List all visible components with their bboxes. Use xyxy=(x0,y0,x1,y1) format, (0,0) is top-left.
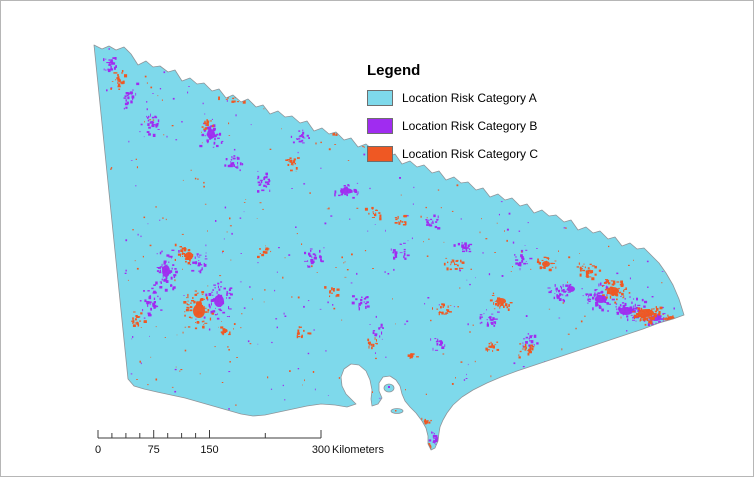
legend-title: Legend xyxy=(367,62,421,79)
legend-label-category-b: Location Risk Category B xyxy=(402,119,538,133)
phillip-island xyxy=(390,408,404,414)
scale-label-75: 75 xyxy=(148,444,160,456)
scale-label-0: 0 xyxy=(95,444,101,456)
scale-bar: 0 75 150 300 Kilometers xyxy=(95,430,384,456)
scale-unit-label: Kilometers xyxy=(332,444,384,456)
legend-item-category-b: Location Risk Category B xyxy=(367,118,538,134)
scale-label-150: 150 xyxy=(200,444,218,456)
state-fill xyxy=(94,45,684,450)
legend-swatch-category-b xyxy=(367,118,393,134)
category-b-patches xyxy=(162,129,661,321)
legend-item-category-a: Location Risk Category A xyxy=(367,90,538,106)
legend: Legend Location Risk Category A Location… xyxy=(367,62,538,174)
legend-item-category-c: Location Risk Category C xyxy=(367,146,538,162)
legend-label-category-a: Location Risk Category A xyxy=(402,91,537,105)
scale-label-300: 300 xyxy=(312,444,330,456)
islands xyxy=(383,383,404,414)
legend-swatch-category-a xyxy=(367,90,393,106)
legend-swatch-category-c xyxy=(367,146,393,162)
category-b-speckles xyxy=(103,57,667,445)
legend-label-category-c: Location Risk Category C xyxy=(402,147,539,161)
state-outline xyxy=(93,44,685,451)
